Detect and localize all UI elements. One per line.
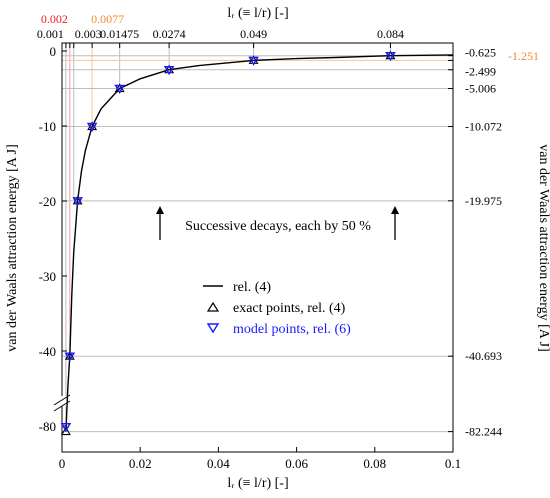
top-tick-label: 0.002: [41, 12, 68, 26]
y-tick-label: -10: [39, 119, 56, 134]
annotation-text: Successive decays, each by 50 %: [185, 219, 371, 234]
right-tick-label: -2.499: [465, 65, 496, 79]
y-tick-label: -20: [39, 194, 56, 209]
right-tick-label: -0.625: [465, 46, 496, 60]
model-point-marker: [72, 197, 83, 207]
top-tick-label: 0.0077: [91, 12, 124, 26]
y-tick-label: -30: [39, 269, 56, 284]
model-point-marker: [60, 423, 72, 433]
left-axis-ticks: 0 -10 -20 -30 -40 -80: [39, 44, 67, 434]
annotation: Successive decays, each by 50 %: [156, 206, 399, 240]
top-tick-label: 0.0274: [153, 27, 186, 41]
top-tick-label: 0.01475: [100, 27, 139, 41]
model-point-marker: [86, 122, 98, 133]
right-axis-label: van der Waals attraction energy [A J]: [536, 144, 550, 352]
legend-triangle-down-icon: [206, 323, 220, 334]
series-line-rel4: [65, 54, 454, 432]
model-point-marker: [114, 84, 125, 95]
plot-frame: [61, 42, 454, 453]
annotation-arrowhead-left: [156, 206, 164, 214]
x-tick-label: 0.08: [363, 456, 386, 471]
legend-entry-exact: exact points, rel. (4): [233, 301, 346, 316]
series-markers: [60, 50, 396, 436]
legend-entry-rel4: rel. (4): [233, 280, 271, 295]
left-axis-label: van der Waals attraction energy [A J]: [5, 144, 20, 352]
annotation-arrowhead-right: [391, 206, 399, 214]
exact-point-marker: [60, 426, 71, 436]
top-tick-label: 0.049: [240, 27, 267, 41]
x-tick-label: 0.04: [207, 456, 230, 471]
bottom-axis-label: lᵣ (≡ l/r) [-]: [227, 476, 288, 491]
y-tick-label: -80: [39, 419, 56, 434]
right-tick-label: -82.244: [465, 425, 502, 439]
right-axis-ticks: -0.625 -1.251 -2.499 -5.006 -10.072 -19.975 -4…: [448, 46, 539, 439]
top-tick-label: 0.001: [37, 27, 64, 41]
right-tick-label: -5.006: [465, 82, 496, 96]
x-tick-label: 0: [59, 456, 66, 471]
right-tick-label: -1.251: [508, 49, 539, 63]
y-tick-label: 0: [50, 44, 57, 59]
bottom-axis-ticks: 0 0.02 0.04 0.06 0.08 0.1: [59, 447, 461, 471]
legend-triangle-up-icon: [206, 301, 220, 312]
legend-entry-model: model points, rel. (6): [233, 322, 351, 337]
right-tick-label: -19.975: [465, 194, 502, 208]
legend: rel. (4) exact points, rel. (4) model po…: [203, 280, 351, 337]
x-tick-label: 0.1: [445, 456, 461, 471]
right-tick-label: -40.693: [465, 349, 502, 363]
top-tick-label: 0.003: [75, 27, 102, 41]
model-point-marker: [248, 56, 259, 66]
top-axis-label: lᵣ (≡ l/r) [-]: [227, 6, 288, 21]
x-tick-label: 0.06: [285, 456, 308, 471]
model-point-marker: [163, 65, 175, 76]
right-tick-label: -10.072: [465, 120, 502, 134]
model-point-marker: [64, 352, 76, 362]
top-tick-label: 0.084: [377, 27, 404, 41]
y-tick-label: -40: [39, 344, 56, 359]
x-tick-label: 0.02: [129, 456, 152, 471]
model-point-marker: [385, 51, 396, 62]
